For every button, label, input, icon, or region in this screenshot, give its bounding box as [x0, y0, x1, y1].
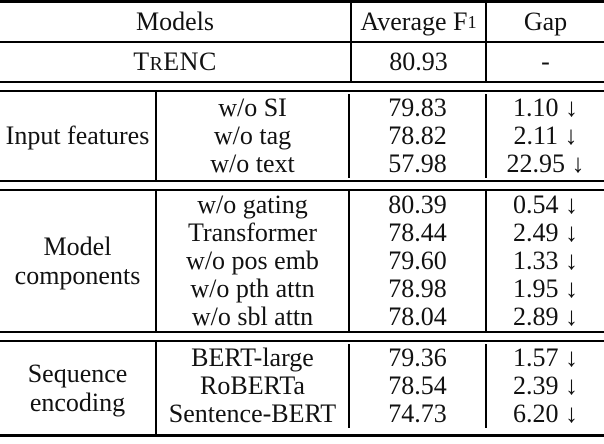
- gap-value: 2.89 ↓: [513, 302, 578, 331]
- f1-value: 57.98: [350, 149, 487, 178]
- trenc-smallcap: R: [149, 53, 164, 75]
- gap-value: 6.20 ↓: [513, 399, 578, 428]
- f1-value: 79.60: [350, 246, 487, 275]
- table-row: RoBERTa 78.54 2.39 ↓: [157, 371, 604, 400]
- model-variant-label: w/o tag: [157, 121, 350, 150]
- model-variant-label: w/o pth attn: [157, 274, 350, 303]
- column-header-models: Models: [136, 7, 214, 36]
- model-variant-label: RoBERTa: [157, 371, 350, 400]
- model-variant-label: BERT-large: [157, 343, 350, 372]
- model-variant-label: w/o sbl attn: [157, 302, 350, 331]
- bottom-rule: [0, 434, 604, 437]
- baseline-f1-value: 80.93: [350, 43, 487, 81]
- model-variant-label: w/o text: [157, 149, 350, 178]
- baseline-gap-value: -: [541, 47, 550, 76]
- section-group-label: Input features: [0, 92, 157, 180]
- header-divider-rule: [0, 41, 604, 43]
- f1-value: 79.83: [350, 93, 487, 122]
- f1-value: 79.36: [350, 343, 487, 372]
- f1-value: 78.04: [350, 302, 487, 331]
- section-input-features: Input features w/o SI 79.83 1.10 ↓ w/o t…: [0, 92, 604, 180]
- table-row: w/o SI 79.83 1.10 ↓: [157, 93, 604, 122]
- average-f1-label: Average F: [360, 7, 468, 36]
- gap-value: 1.33 ↓: [513, 246, 578, 275]
- gap-value: 2.39 ↓: [513, 371, 578, 400]
- section-rows: BERT-large 79.36 1.57 ↓ RoBERTa 78.54 2.…: [157, 342, 604, 434]
- table-row: w/o pth attn 78.98 1.95 ↓: [157, 274, 604, 303]
- gap-value: 1.95 ↓: [513, 274, 578, 303]
- table-row: w/o pos emb 79.60 1.33 ↓: [157, 246, 604, 275]
- section-divider-rule: [0, 81, 604, 92]
- gap-value: 22.95 ↓: [506, 149, 585, 178]
- table-row: BERT-large 79.36 1.57 ↓: [157, 343, 604, 372]
- table-row: w/o sbl attn 78.04 2.89 ↓: [157, 302, 604, 331]
- gap-value: 1.57 ↓: [513, 343, 578, 372]
- f1-value: 80.39: [350, 190, 487, 219]
- section-group-label: Sequence encoding: [0, 342, 157, 434]
- f1-value: 78.44: [350, 218, 487, 247]
- section-divider-rule: [0, 331, 604, 342]
- section-divider-rule: [0, 180, 604, 191]
- trenc-rest: ENC: [163, 47, 217, 76]
- model-variant-label: w/o SI: [157, 93, 350, 122]
- baseline-row: TRENC 80.93 -: [0, 43, 604, 81]
- section-rows: w/o SI 79.83 1.10 ↓ w/o tag 78.82 2.11 ↓…: [157, 92, 604, 180]
- section-sequence-encoding: Sequence encoding BERT-large 79.36 1.57 …: [0, 342, 604, 434]
- f1-value: 74.73: [350, 399, 487, 428]
- f1-value: 78.82: [350, 121, 487, 150]
- model-variant-label: w/o gating: [157, 190, 350, 219]
- table-row: Transformer 78.44 2.49 ↓: [157, 218, 604, 247]
- column-header-gap: Gap: [523, 7, 568, 36]
- table-row: w/o tag 78.82 2.11 ↓: [157, 121, 604, 150]
- model-variant-label: Sentence-BERT: [157, 399, 350, 428]
- top-rule: [0, 0, 604, 3]
- table-row: w/o text 57.98 22.95 ↓: [157, 149, 604, 178]
- f1-value: 78.98: [350, 274, 487, 303]
- section-group-label: Model components: [0, 191, 157, 331]
- gap-value: 0.54 ↓: [513, 190, 578, 219]
- table-row: w/o gating 80.39 0.54 ↓: [157, 190, 604, 219]
- trenc-initial: T: [133, 47, 150, 76]
- gap-value: 2.11 ↓: [513, 121, 578, 150]
- f1-value: 78.54: [350, 371, 487, 400]
- section-model-components: Model components w/o gating 80.39 0.54 ↓…: [0, 190, 604, 331]
- baseline-model-name: TRENC: [0, 47, 350, 77]
- gap-value: 2.49 ↓: [513, 218, 578, 247]
- table-row: Sentence-BERT 74.73 6.20 ↓: [157, 399, 604, 428]
- model-variant-label: w/o pos emb: [157, 246, 350, 275]
- gap-value: 1.10 ↓: [513, 93, 578, 122]
- section-rows: w/o gating 80.39 0.54 ↓ Transformer 78.4…: [157, 190, 604, 331]
- model-variant-label: Transformer: [157, 218, 350, 247]
